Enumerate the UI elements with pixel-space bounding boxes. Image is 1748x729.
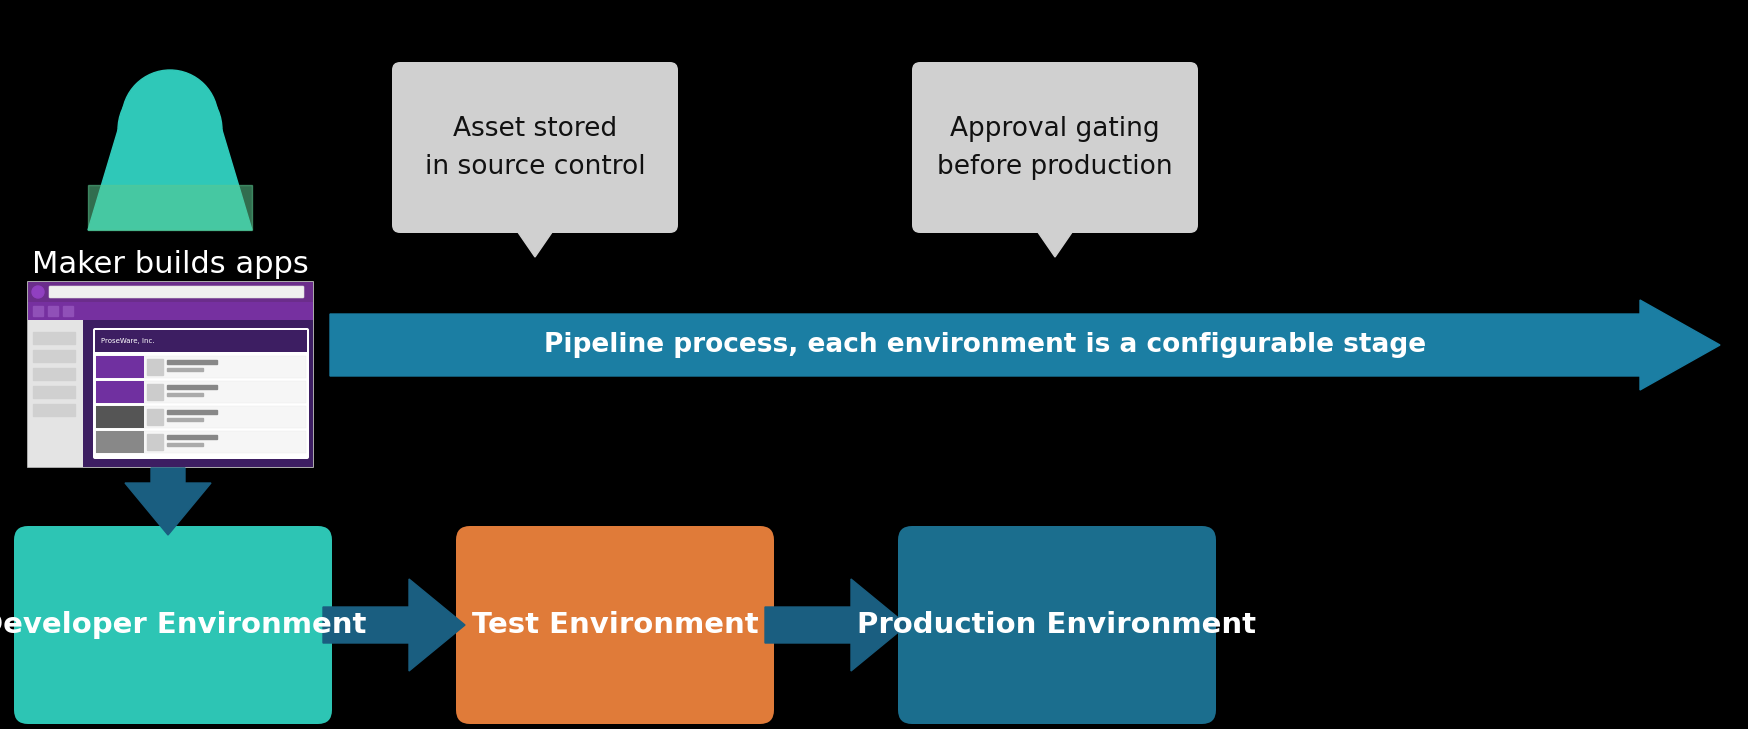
Circle shape [31,286,44,298]
FancyBboxPatch shape [28,282,313,302]
FancyBboxPatch shape [94,330,308,352]
Text: Approval gating
before production: Approval gating before production [937,115,1173,179]
Polygon shape [87,130,252,230]
Text: Test Environment: Test Environment [472,611,759,639]
FancyBboxPatch shape [28,282,313,467]
Bar [33,306,44,316]
FancyBboxPatch shape [392,62,678,233]
Bar [33,332,75,344]
Polygon shape [512,225,556,257]
Bar [47,306,58,316]
FancyBboxPatch shape [96,431,143,453]
Circle shape [122,70,218,166]
Bar [33,368,75,380]
FancyBboxPatch shape [96,381,143,403]
Bar [166,443,203,446]
FancyBboxPatch shape [96,356,143,378]
Circle shape [117,78,222,182]
Bar [166,418,203,421]
Bar [147,359,163,375]
Bar [166,385,217,389]
FancyBboxPatch shape [456,526,774,724]
FancyBboxPatch shape [96,356,306,378]
FancyBboxPatch shape [911,62,1197,233]
Text: Developer Environment: Developer Environment [0,611,367,639]
Bar [166,368,203,371]
Bar [166,393,203,396]
Text: Production Environment: Production Environment [857,611,1255,639]
Polygon shape [330,300,1718,390]
Text: ProseWare, Inc.: ProseWare, Inc. [101,338,154,344]
FancyBboxPatch shape [82,320,313,467]
Polygon shape [1033,225,1077,257]
Bar [166,410,217,414]
FancyBboxPatch shape [96,406,143,428]
Polygon shape [764,579,907,671]
FancyBboxPatch shape [96,431,306,453]
Bar [33,386,75,398]
FancyBboxPatch shape [93,328,309,459]
Text: Pipeline process, each environment is a configurable stage: Pipeline process, each environment is a … [544,332,1425,358]
Bar [33,404,75,416]
FancyBboxPatch shape [28,320,82,467]
FancyBboxPatch shape [96,381,306,403]
Bar [166,360,217,364]
Bar [147,384,163,400]
Bar [63,306,73,316]
Bar [33,350,75,362]
FancyBboxPatch shape [28,302,313,320]
Polygon shape [323,579,465,671]
Bar [166,435,217,439]
Bar [147,409,163,425]
Bar [147,434,163,450]
FancyBboxPatch shape [897,526,1215,724]
Text: Maker builds apps: Maker builds apps [31,250,308,279]
Polygon shape [87,185,252,230]
Polygon shape [124,468,212,535]
Text: Asset stored
in source control: Asset stored in source control [425,115,645,179]
FancyBboxPatch shape [96,406,306,428]
FancyBboxPatch shape [14,526,332,724]
FancyBboxPatch shape [49,286,304,298]
